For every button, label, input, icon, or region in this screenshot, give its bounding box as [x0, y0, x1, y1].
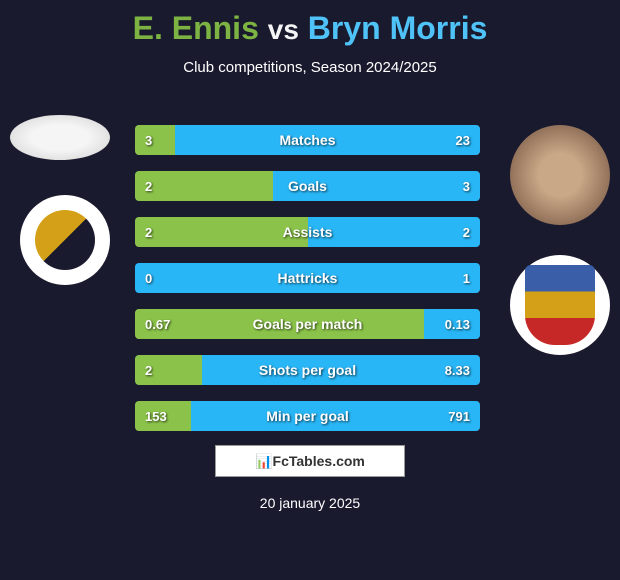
- club-badge-left-icon: [35, 210, 95, 270]
- stat-right-value: 23: [456, 133, 470, 148]
- stats-table: 3Matches232Goals32Assists20Hattricks10.6…: [135, 125, 480, 447]
- stat-row: 153Min per goal791: [135, 401, 480, 431]
- title: E. Ennis vs Bryn Morris: [0, 0, 620, 47]
- stat-label: Goals per match: [135, 316, 480, 332]
- stat-row: 3Matches23: [135, 125, 480, 155]
- player1-name: E. Ennis: [133, 10, 259, 46]
- player1-avatar: [10, 115, 110, 160]
- comparison-card: E. Ennis vs Bryn Morris Club competition…: [0, 0, 620, 580]
- footer-logo: 📊 FcTables.com: [215, 445, 405, 477]
- player1-club-badge: [20, 195, 110, 285]
- stat-right-value: 3: [463, 179, 470, 194]
- stat-label: Assists: [135, 224, 480, 240]
- player2-club-badge: [510, 255, 610, 355]
- stat-right-value: 2: [463, 225, 470, 240]
- stat-label: Goals: [135, 178, 480, 194]
- stat-right-value: 8.33: [445, 363, 470, 378]
- club-badge-right-icon: [525, 265, 595, 345]
- stat-row: 0.67Goals per match0.13: [135, 309, 480, 339]
- stat-label: Shots per goal: [135, 362, 480, 378]
- footer-logo-text: FcTables.com: [273, 453, 365, 469]
- footer-date: 20 january 2025: [0, 495, 620, 511]
- stat-right-value: 0.13: [445, 317, 470, 332]
- player2-avatar: [510, 125, 610, 225]
- stat-label: Min per goal: [135, 408, 480, 424]
- vs-text: vs: [268, 14, 299, 45]
- stat-label: Matches: [135, 132, 480, 148]
- stat-row: 2Shots per goal8.33: [135, 355, 480, 385]
- stat-row: 2Goals3: [135, 171, 480, 201]
- stat-label: Hattricks: [135, 270, 480, 286]
- chart-icon: 📊: [255, 453, 272, 470]
- stat-row: 2Assists2: [135, 217, 480, 247]
- stat-right-value: 791: [448, 409, 470, 424]
- player2-name: Bryn Morris: [308, 10, 488, 46]
- stat-row: 0Hattricks1: [135, 263, 480, 293]
- subtitle: Club competitions, Season 2024/2025: [0, 59, 620, 76]
- stat-right-value: 1: [463, 271, 470, 286]
